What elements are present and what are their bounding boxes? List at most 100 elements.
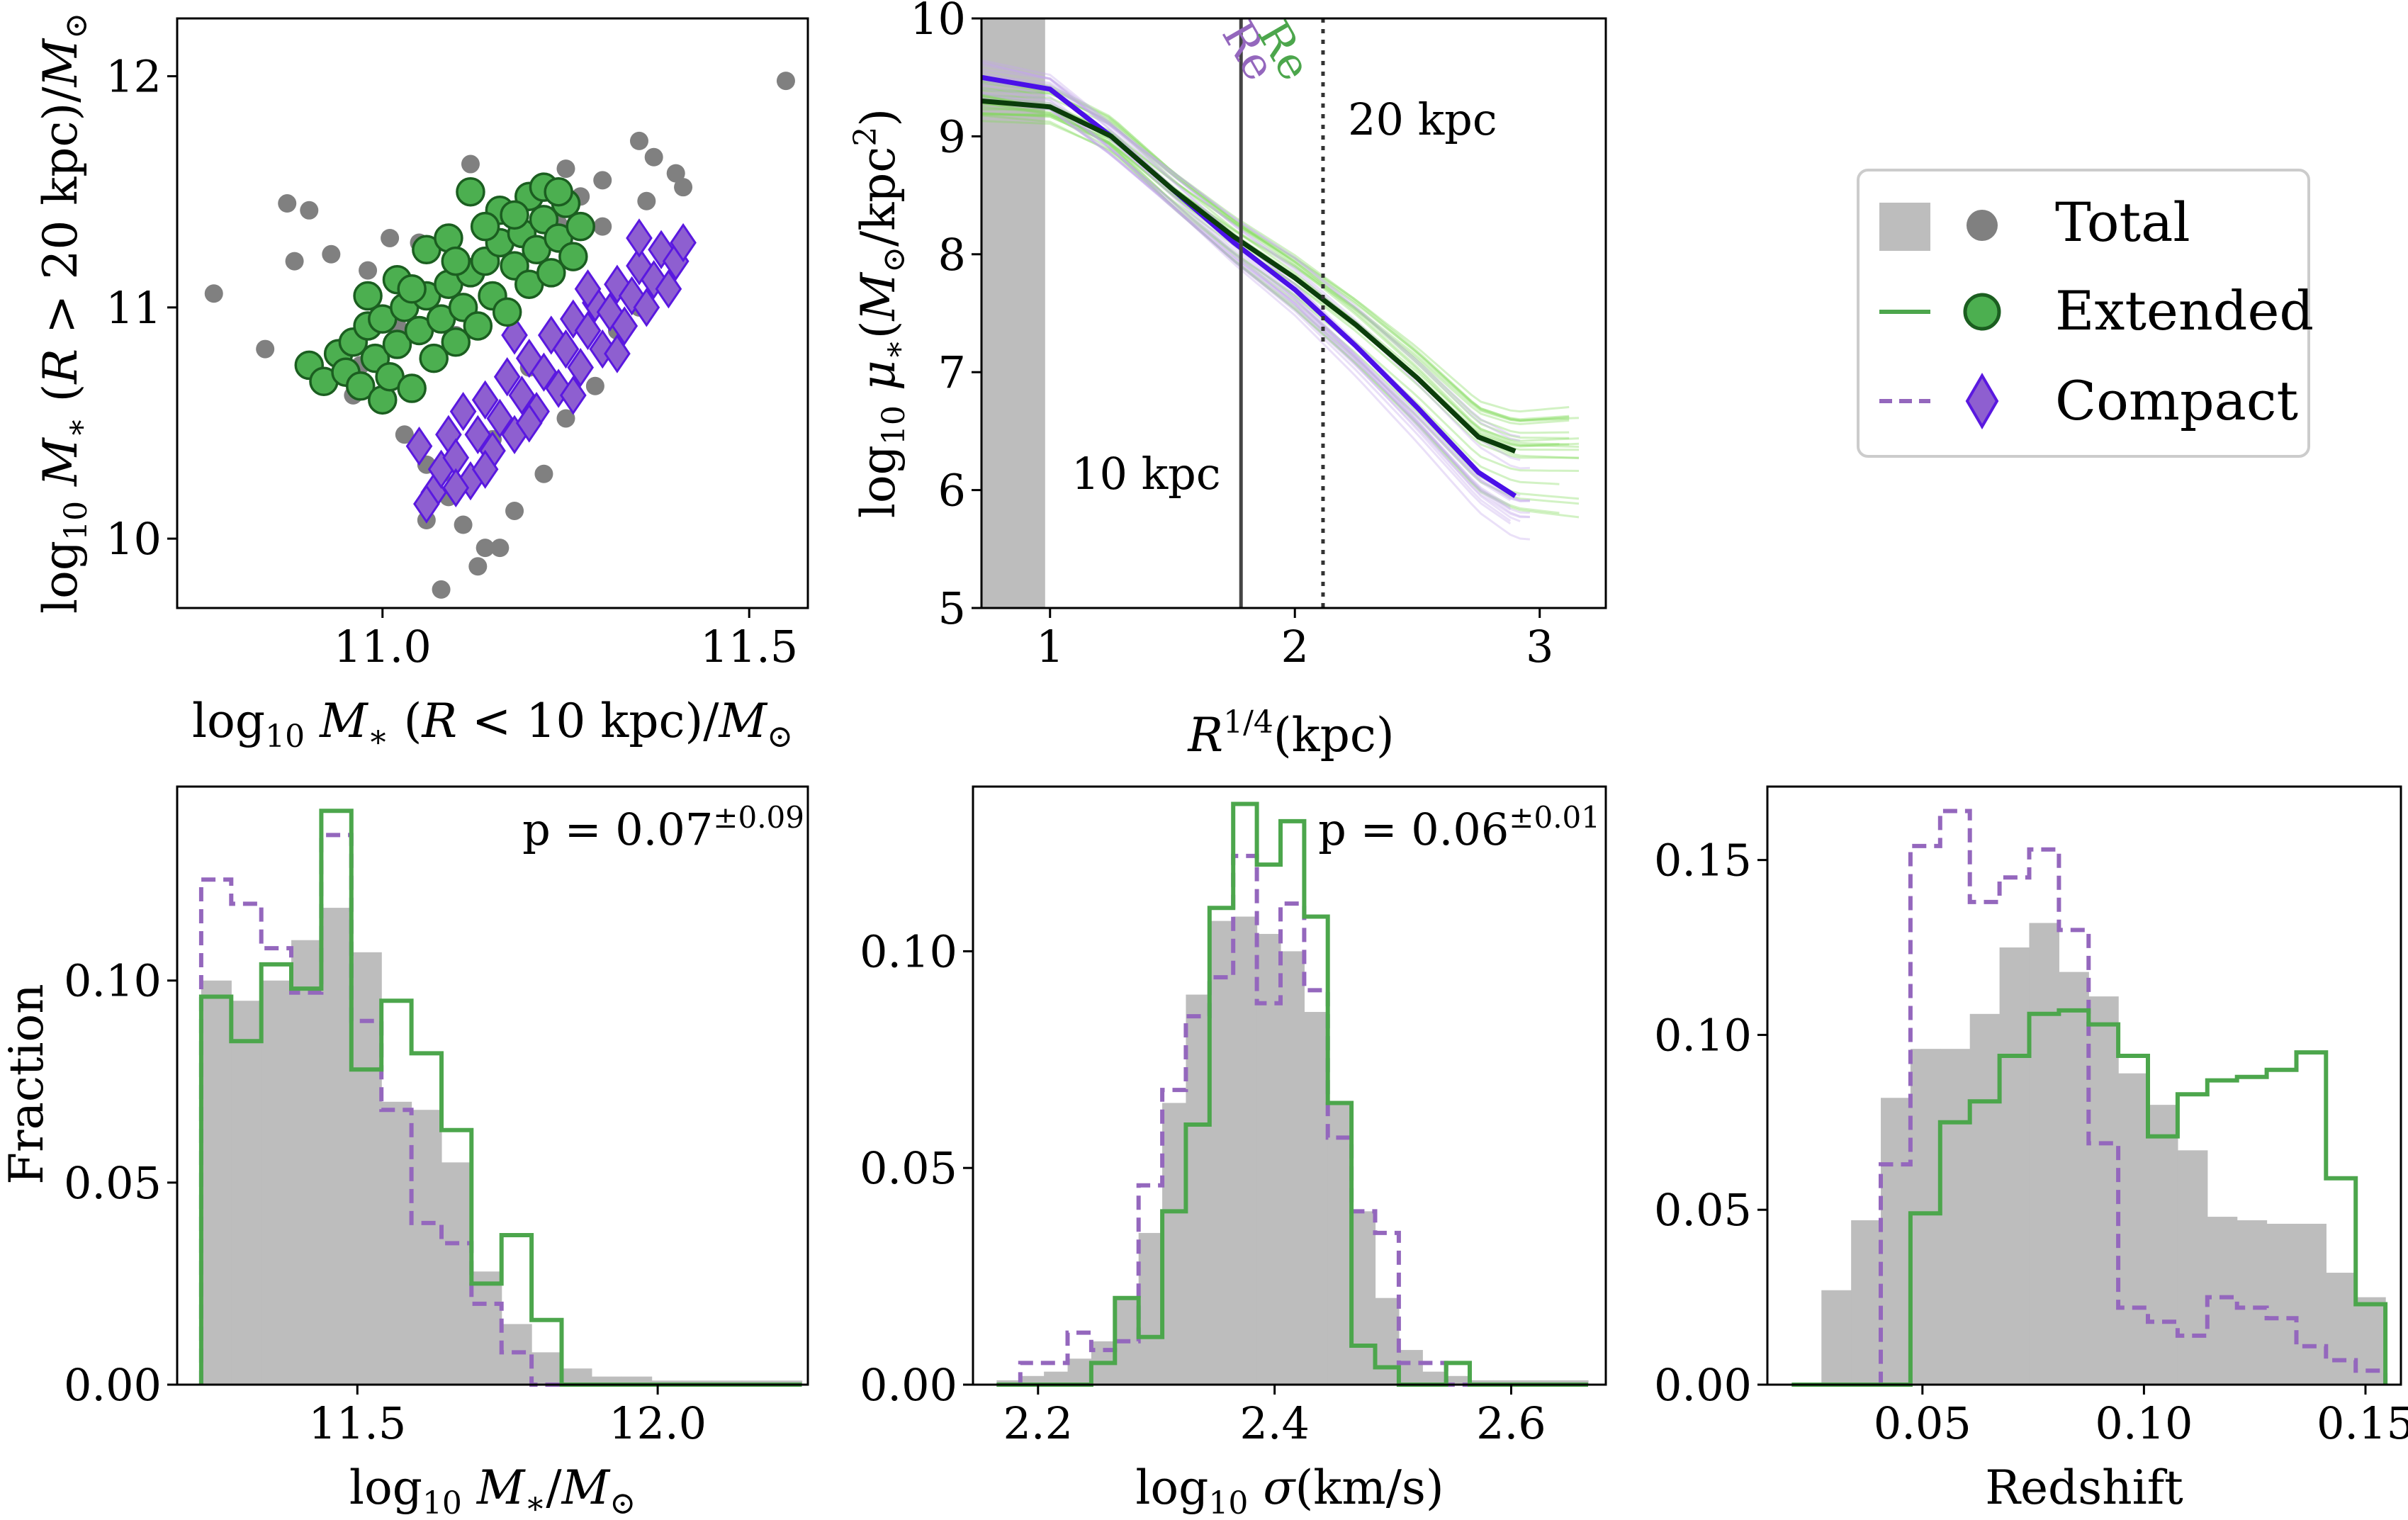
redshift-hist-ticks: 0.05 0.10 0.15 0.00 0.05 0.10 0.15 [1654, 835, 2408, 1449]
profile-extended-individual [981, 108, 1570, 413]
profile-extended-individual [981, 101, 1560, 485]
sigma-hist-xlabel: log10 σ(km/s) [1135, 1460, 1444, 1520]
scatter-point-total [666, 164, 685, 183]
scatter-point-compact [552, 329, 580, 369]
scatter-point-total [322, 244, 341, 264]
scatter-point-total [556, 159, 575, 179]
redshift-hist-bar-total [1910, 1049, 1941, 1385]
sigma-hist-bar-total [1162, 1103, 1187, 1385]
sigma-hist-xtick-label: 2.6 [1476, 1397, 1546, 1449]
mass-hist-panel: 11.5 12.0 0.00 0.05 0.10 log10 M∗/M⊙ Fractio… [0, 785, 809, 1520]
sigma-hist-bar-total [1020, 1375, 1045, 1385]
profile-compact-individual [981, 78, 1531, 541]
scatter-xtick-label: 11.0 [334, 621, 432, 672]
profile-extended-individual [981, 106, 1579, 459]
profile-extended-individual [981, 80, 1570, 439]
scatter-point-compact [560, 376, 587, 415]
profile-annotation-20kpc: 20 kpc [1348, 94, 1497, 145]
scatter-point-total [556, 409, 575, 428]
sigma-hist-bar-total [1446, 1375, 1470, 1385]
sigma-hist-bar-total [1493, 1380, 1518, 1385]
scatter-point-total [381, 228, 400, 247]
scatter-point-extended [558, 242, 588, 271]
profile-compact-individual [981, 81, 1521, 438]
scatter-point-extended [419, 343, 449, 373]
profile-extended-individual [981, 103, 1570, 421]
redshift-hist-bar-total [1940, 1049, 1971, 1385]
grey-square-icon [1879, 203, 1930, 251]
scatter-point-compact [449, 391, 477, 432]
sigma-hist-bar-total [1233, 916, 1258, 1385]
mass-hist-bar-total [201, 980, 232, 1385]
redshift-hist-bar-total [2118, 1073, 2149, 1385]
redshift-hist-bar-total [2029, 923, 2059, 1385]
profile-extended-individual [981, 87, 1570, 434]
sigma-hist-bar-total [1138, 1232, 1163, 1385]
profile-compact-individual [981, 61, 1521, 522]
profile-xlabel: R1/4(kpc) [1187, 704, 1394, 762]
grey-dot-icon [1967, 210, 1998, 241]
redshift-hist-frame [1766, 785, 2402, 1386]
mass-hist-bar-total [411, 1110, 442, 1385]
profile-compact-individual [981, 98, 1530, 502]
profile-ytick-label: 7 [938, 347, 966, 398]
purple-diamond-icon [1965, 373, 1999, 429]
redshift-hist-panel: 0.05 0.10 0.15 0.00 0.05 0.10 0.15 Redshift [1654, 785, 2408, 1515]
sigma-hist-p-text: p = 0.06 [1318, 804, 1509, 855]
scatter-point-total [476, 539, 495, 558]
mass-hist-bar-total [351, 952, 382, 1385]
mass-hist-ytick-label: 0.10 [64, 955, 162, 1007]
mass-hist-xtick-label: 11.5 [308, 1397, 406, 1449]
sigma-hist-ticks: 2.2 2.4 2.6 0.00 0.05 0.10 [860, 925, 1546, 1449]
scatter-point-total [285, 252, 304, 271]
scatter-point-total [468, 557, 488, 576]
profile-ytick-label: 5 [938, 582, 966, 634]
redshift-hist-xtick-label: 0.15 [2317, 1397, 2408, 1449]
mass-hist-p-value: p = 0.07±0.09 [522, 800, 804, 855]
mass-hist-ylabel: Fraction [0, 984, 54, 1185]
mass-hist-ticks: 11.5 12.0 0.00 0.05 0.10 [64, 955, 707, 1449]
sigma-hist-ytick-label: 0.00 [860, 1359, 957, 1411]
sigma-hist-bar-total [1209, 921, 1234, 1385]
mass-hist-bar-total [291, 940, 322, 1385]
scatter-point-total [637, 191, 656, 210]
mass-hist-bar-total [381, 1101, 412, 1385]
scatter-point-compact [405, 426, 433, 466]
scatter-point-extended [397, 373, 427, 403]
scatter-point-extended [536, 258, 566, 288]
scatter-point-compact [670, 223, 697, 263]
redshift-hist-xtick-label: 0.10 [2095, 1397, 2193, 1449]
profile-extended-individual [981, 101, 1580, 505]
sigma-hist-bar-total [1186, 994, 1210, 1385]
redshift-hist-xlabel: Redshift [1985, 1460, 2183, 1515]
redshift-hist-bar-total [2177, 1150, 2208, 1385]
sigma-hist-p-value: p = 0.06±0.01 [1318, 800, 1600, 855]
redshift-hist-ytick-label: 0.05 [1654, 1184, 1752, 1236]
profile-ylabel: log10 μ∗(M⊙/kpc2) [848, 108, 912, 518]
scatter-ylabel: log10 M∗ (R > 20 kpc)/M⊙ [33, 13, 94, 614]
profile-ytick-label: 6 [938, 465, 966, 517]
sigma-hist-bar-total [1327, 1103, 1352, 1385]
scatter-ytick-label: 11 [106, 282, 162, 334]
redshift-hist-bar-total [2266, 1223, 2297, 1385]
redshift-hist-bar-total [1969, 1013, 2001, 1385]
scatter-point-extended [456, 176, 485, 207]
mass-hist-bar-total [531, 1352, 563, 1385]
profile-extended-individual [981, 79, 1580, 448]
profile-annotation-10kpc: 10 kpc [1071, 448, 1221, 500]
profile-clipped-layer [981, 18, 1580, 608]
redshift-hist-ytick-label: 0.00 [1654, 1359, 1752, 1411]
scatter-point-total [454, 515, 473, 534]
scatter-point-compact [471, 380, 499, 420]
scatter-point-extended [441, 327, 471, 357]
sigma-hist-plot-area [996, 801, 1589, 1387]
scatter-point-extended [353, 281, 383, 311]
scatter-point-total [644, 147, 663, 167]
scatter-point-extended [397, 274, 427, 304]
sigma-hist-step-extended [996, 801, 1588, 1387]
mass-hist-xlabel: log10 M∗/M⊙ [349, 1460, 636, 1520]
scatter-point-compact [515, 403, 543, 443]
profile-ticks: 1 2 3 5 6 7 8 9 10 [910, 0, 1553, 672]
scatter-point-compact [471, 449, 499, 489]
mass-hist-plot-area [198, 809, 803, 1387]
